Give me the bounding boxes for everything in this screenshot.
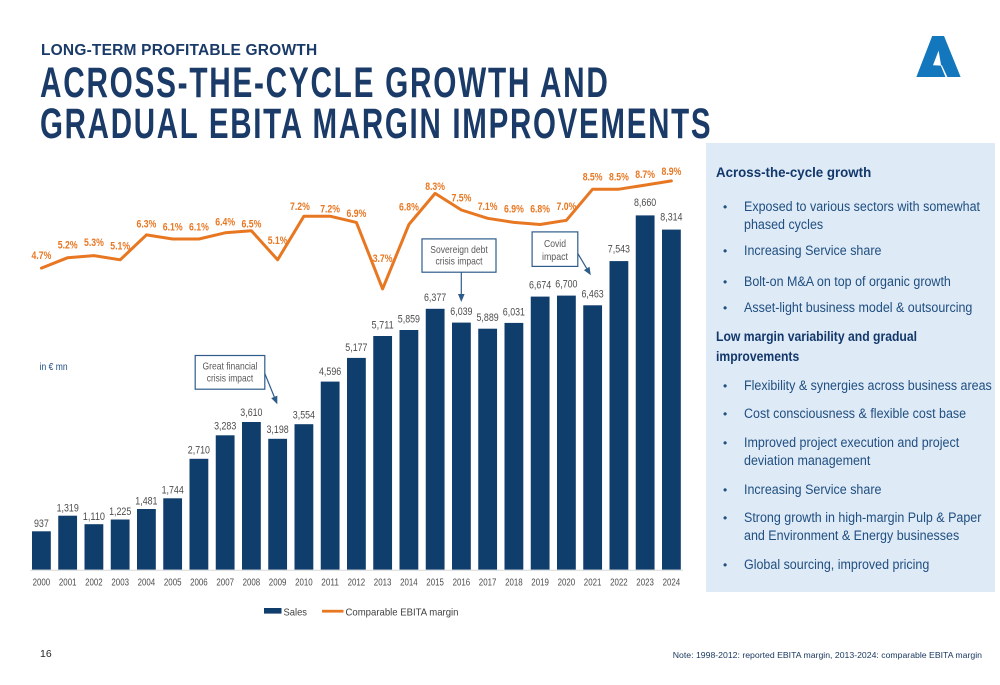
svg-text:6.1%: 6.1% — [163, 221, 183, 233]
svg-text:6,031: 6,031 — [503, 306, 525, 318]
svg-text:2003: 2003 — [111, 577, 129, 588]
svg-text:crisis impact: crisis impact — [436, 256, 483, 268]
svg-text:6,463: 6,463 — [582, 288, 604, 300]
svg-text:8.3%: 8.3% — [425, 181, 445, 193]
svg-text:7.2%: 7.2% — [320, 203, 340, 215]
svg-text:5.1%: 5.1% — [110, 241, 130, 253]
svg-text:2023: 2023 — [636, 577, 654, 588]
svg-text:2017: 2017 — [479, 577, 497, 588]
svg-text:6,674: 6,674 — [529, 280, 551, 292]
svg-text:impact: impact — [542, 251, 568, 263]
svg-text:2011: 2011 — [321, 577, 339, 588]
svg-text:2015: 2015 — [426, 577, 444, 588]
svg-text:2,710: 2,710 — [188, 444, 210, 456]
svg-text:2021: 2021 — [584, 577, 602, 588]
svg-text:8.5%: 8.5% — [609, 172, 629, 184]
svg-text:7.0%: 7.0% — [557, 201, 577, 213]
svg-text:1,744: 1,744 — [162, 485, 184, 497]
svg-text:2020: 2020 — [558, 577, 576, 588]
svg-text:6.4%: 6.4% — [215, 216, 235, 228]
svg-text:5.1%: 5.1% — [268, 235, 288, 247]
svg-text:6.9%: 6.9% — [347, 208, 367, 220]
svg-text:8,314: 8,314 — [660, 211, 682, 223]
svg-text:2016: 2016 — [453, 577, 471, 588]
svg-text:Covid: Covid — [544, 238, 566, 250]
svg-text:2001: 2001 — [59, 577, 77, 588]
svg-text:6.8%: 6.8% — [530, 203, 550, 215]
svg-text:in € mn: in € mn — [40, 361, 68, 373]
svg-text:7.5%: 7.5% — [452, 193, 472, 205]
svg-text:Comparable EBITA margin: Comparable EBITA margin — [346, 606, 459, 618]
svg-text:8.5%: 8.5% — [583, 172, 603, 184]
svg-text:2022: 2022 — [610, 577, 628, 588]
svg-text:3,554: 3,554 — [293, 409, 315, 421]
svg-text:6,700: 6,700 — [555, 279, 577, 291]
svg-text:5,711: 5,711 — [372, 320, 394, 332]
svg-text:2008: 2008 — [243, 577, 261, 588]
svg-text:Sovereign debt: Sovereign debt — [430, 244, 487, 256]
svg-text:5.3%: 5.3% — [84, 237, 104, 249]
svg-text:3.7%: 3.7% — [373, 253, 393, 265]
svg-text:1,319: 1,319 — [57, 502, 79, 514]
svg-text:6,377: 6,377 — [424, 292, 446, 304]
svg-text:2019: 2019 — [531, 577, 549, 588]
svg-text:7,543: 7,543 — [608, 244, 630, 256]
svg-text:7.1%: 7.1% — [478, 201, 498, 213]
svg-text:6.8%: 6.8% — [399, 202, 419, 214]
svg-text:4,596: 4,596 — [319, 366, 341, 378]
svg-text:2002: 2002 — [85, 577, 103, 588]
svg-text:2013: 2013 — [374, 577, 392, 588]
svg-text:5,177: 5,177 — [345, 342, 367, 354]
svg-text:5,889: 5,889 — [477, 312, 499, 324]
svg-text:8.9%: 8.9% — [662, 166, 682, 178]
svg-text:2024: 2024 — [663, 577, 681, 588]
svg-text:3,283: 3,283 — [214, 421, 236, 433]
svg-text:2000: 2000 — [33, 577, 51, 588]
svg-text:3,610: 3,610 — [240, 407, 262, 419]
svg-text:4.7%: 4.7% — [32, 250, 52, 262]
svg-text:6.5%: 6.5% — [242, 218, 262, 230]
svg-text:2018: 2018 — [505, 577, 523, 588]
svg-text:2009: 2009 — [269, 577, 287, 588]
svg-text:5.2%: 5.2% — [58, 240, 78, 252]
svg-text:3,198: 3,198 — [267, 424, 289, 436]
svg-text:8.7%: 8.7% — [635, 169, 655, 181]
svg-text:2006: 2006 — [190, 577, 208, 588]
svg-text:Great financial: Great financial — [203, 361, 258, 373]
svg-text:1,225: 1,225 — [109, 506, 131, 518]
svg-text:6.1%: 6.1% — [189, 221, 209, 233]
svg-text:7.2%: 7.2% — [290, 201, 310, 213]
svg-text:1,110: 1,110 — [83, 511, 105, 523]
svg-text:2007: 2007 — [216, 577, 234, 588]
svg-text:Sales: Sales — [284, 606, 308, 618]
svg-text:2005: 2005 — [164, 577, 182, 588]
svg-text:2014: 2014 — [400, 577, 418, 588]
svg-text:5,859: 5,859 — [398, 314, 420, 326]
svg-text:6,039: 6,039 — [450, 306, 472, 318]
svg-text:1,481: 1,481 — [135, 496, 157, 508]
svg-text:2010: 2010 — [295, 577, 313, 588]
svg-text:937: 937 — [34, 518, 49, 530]
svg-text:6.9%: 6.9% — [504, 203, 524, 215]
svg-text:crisis impact: crisis impact — [207, 373, 254, 385]
svg-text:6.3%: 6.3% — [137, 218, 157, 230]
svg-text:2004: 2004 — [138, 577, 156, 588]
svg-text:8,660: 8,660 — [634, 197, 656, 209]
svg-text:2012: 2012 — [348, 577, 366, 588]
